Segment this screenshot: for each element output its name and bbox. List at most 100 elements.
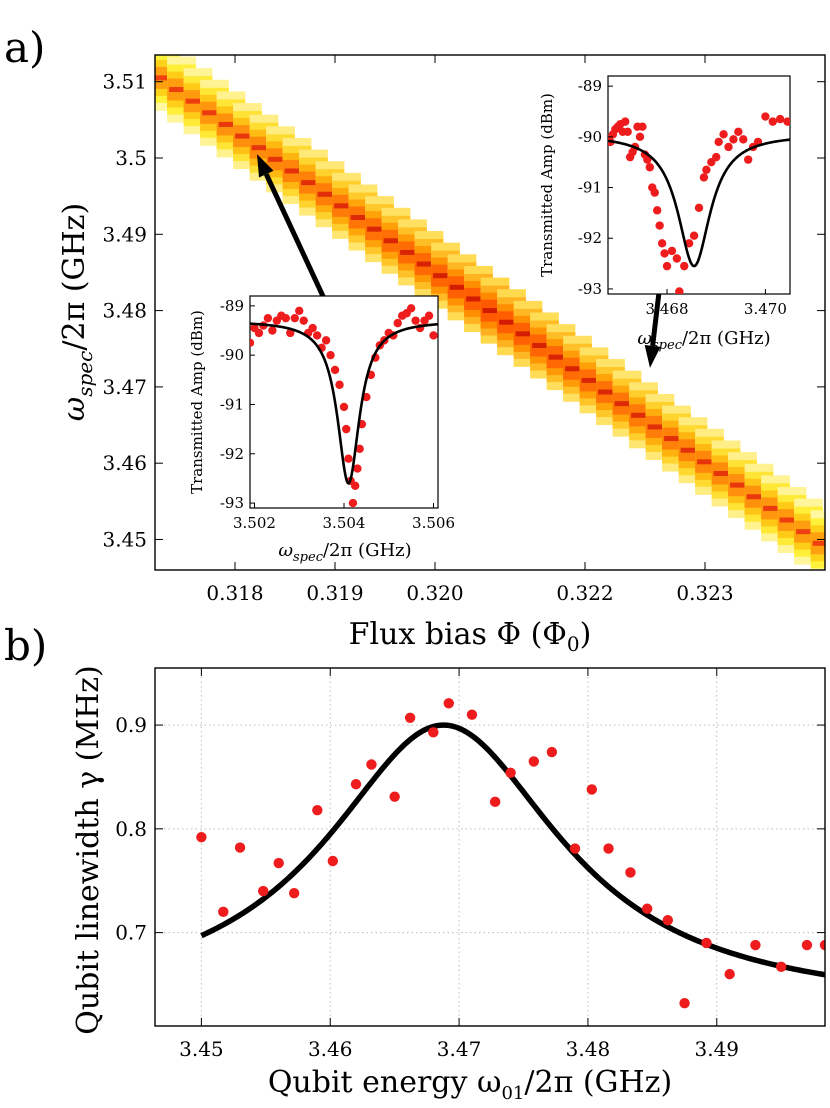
main-x-tick-label: 0.320 [406, 581, 463, 605]
linewidth-fit-curve [200, 722, 825, 978]
inset-data-point [643, 155, 652, 164]
linewidth-data-point [586, 784, 597, 795]
heatmap-bands [155, 55, 825, 570]
resonance-peak-cell [631, 412, 656, 418]
inset-data-point [655, 221, 664, 230]
resonance-peak-cell [284, 168, 310, 174]
arrow-head [644, 345, 661, 368]
linewidth-data-point [489, 796, 501, 808]
inset-data-point [335, 380, 344, 389]
inset-data-point [660, 249, 669, 258]
resonance-peak-cell [779, 517, 805, 523]
linewidth-data-point [327, 855, 339, 867]
resonance-peak-cell [730, 482, 755, 488]
inset-data-point [250, 338, 255, 348]
main-x-tick-label: 0.319 [306, 581, 363, 605]
inset-data-point [312, 331, 322, 340]
linewidth-data-point [775, 961, 787, 973]
panel-b-x-tick-label: 3.45 [179, 1037, 224, 1061]
inset-right-ticks: 3.468 3.470 -89 -90 -91 -92 -93 [578, 77, 787, 318]
inset-y-tick-label: -89 [220, 297, 244, 315]
resonance-peak-cell [796, 529, 821, 535]
linewidth-data-point [701, 937, 712, 949]
linewidth-data-point [819, 939, 825, 951]
inset-data-point [268, 326, 277, 335]
resonance-peak-cell [185, 98, 211, 104]
resonance-peak-cell [449, 284, 475, 290]
main-y-axis-label: ωspec/2π (GHz) [57, 203, 97, 421]
inset-data-point [719, 130, 728, 139]
panel-b-y-tick-label: 0.9 [115, 713, 147, 737]
inset-data-point [684, 239, 694, 248]
inset-y-tick-label: -92 [578, 229, 602, 247]
inset-data-point [342, 424, 351, 434]
inset-data-point [775, 114, 785, 124]
inset-data-point [768, 117, 777, 126]
resonance-peak-cell [515, 331, 541, 337]
inset-data-point [702, 165, 711, 174]
resonance-peak-cell [614, 401, 640, 407]
inset-data-point [689, 231, 699, 240]
panel-b-ticks: 3.45 3.46 3.47 3.48 3.49 0.7 0.8 0.9 [115, 668, 825, 1061]
panel-a-label: a) [4, 23, 45, 72]
linewidth-data-point [750, 939, 761, 951]
inset-data-point [638, 122, 647, 131]
inset-data-point [783, 117, 790, 126]
resonance-peak-cell [268, 156, 293, 162]
inset-data-point [254, 328, 264, 338]
inset-data-point [348, 498, 358, 508]
resonance-peak-cell [664, 436, 689, 442]
inset-right-y-label: Transmitted Amp (dBm) [538, 93, 556, 277]
inset-y-tick-label: -89 [578, 77, 602, 95]
inset-x-tick-label: 3.502 [233, 514, 276, 532]
linewidth-data-point [546, 746, 558, 758]
linewidth-data-point [443, 698, 454, 709]
inset-data-point [645, 163, 655, 172]
linewidth-data-point [466, 709, 478, 720]
resonance-peak-cell [680, 447, 706, 453]
resonance-peak-cell [433, 273, 458, 279]
inset-left-data [250, 304, 438, 508]
linewidth-data-point [218, 906, 229, 918]
linewidth-data-point [662, 914, 674, 926]
inset-data-point [652, 206, 662, 215]
inset-right-x-label: ωspec/2π (GHz) [637, 328, 770, 353]
panel-b-y-tick-label: 0.8 [115, 817, 147, 841]
panel-b-y-axis-label: Qubit linewidth γ (MHz) [71, 665, 106, 1035]
inset-data-point [330, 365, 340, 375]
resonance-peak-cell [400, 249, 425, 255]
inset-data-point [743, 155, 753, 164]
resonance-peak-cell [713, 470, 739, 476]
linewidth-data-point [801, 939, 813, 951]
inset-data-point [424, 311, 434, 320]
inset-left-ticks: 3.502 3.504 3.506 -89 -90 -91 -92 -93 [220, 297, 455, 532]
linewidth-data-point [273, 857, 284, 869]
inset-x-tick-label: 3.468 [646, 300, 689, 318]
resonance-peak-cell [218, 121, 244, 127]
linewidth-data-point [196, 831, 207, 843]
inset-y-tick-label: -91 [578, 179, 602, 197]
resonance-peak-cell [383, 238, 409, 244]
inset-data-point [724, 142, 733, 152]
panel-b-x-tick-label: 3.48 [566, 1037, 611, 1061]
main-y-tick-label: 3.49 [102, 222, 147, 246]
inset-x-tick-label: 3.504 [323, 514, 366, 532]
inset-data-point [672, 254, 682, 263]
inset-data-point [295, 306, 304, 315]
main-x-ticks: 0.318 0.319 0.320 0.322 0.323 [206, 55, 734, 605]
resonance-peak-cell [350, 215, 376, 221]
resonance-peak-cell [499, 319, 524, 325]
main-y-tick-label: 3.51 [102, 70, 147, 94]
main-x-tick-label: 0.323 [676, 581, 733, 605]
inset-data-point [281, 313, 291, 323]
main-y-ticks: 3.45 3.46 3.47 3.48 3.49 3.5 3.51 [102, 70, 825, 551]
resonance-peak-cell [155, 75, 178, 81]
linewidth-data-point [366, 759, 377, 770]
inset-data-point [712, 152, 721, 162]
inset-data-point [662, 261, 672, 271]
inset-data-point [667, 246, 677, 256]
panel-b-label: b) [4, 621, 47, 670]
inset-y-tick-label: -90 [220, 346, 244, 364]
resonance-peak-cell [416, 261, 442, 267]
linewidth-data-point [641, 903, 653, 914]
